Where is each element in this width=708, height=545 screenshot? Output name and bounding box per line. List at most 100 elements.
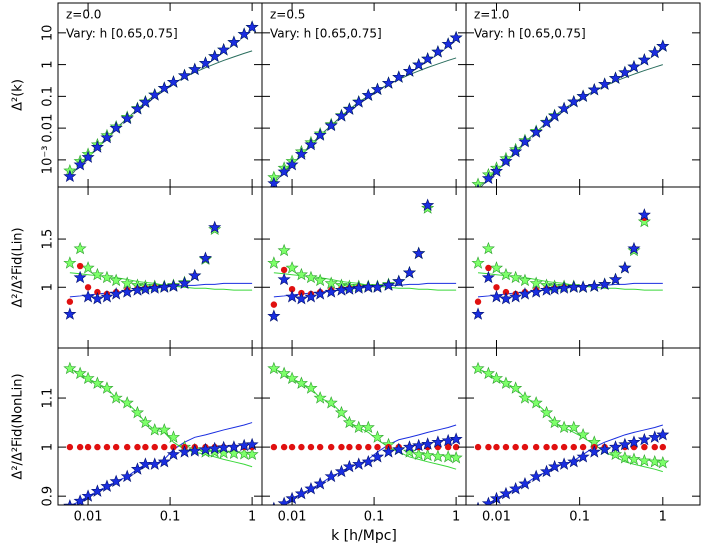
point (338, 443, 345, 451)
star-point (576, 89, 590, 102)
point (123, 443, 131, 451)
point (134, 443, 141, 451)
star-point (81, 290, 95, 303)
star-point (100, 290, 114, 303)
point (543, 443, 550, 451)
star-point (509, 270, 523, 284)
star-point (627, 452, 641, 465)
star-point (509, 290, 523, 303)
star-point (361, 280, 375, 293)
star-point (567, 420, 581, 434)
point (452, 443, 460, 451)
star-point (237, 447, 251, 460)
annotation: z=0.5 (270, 8, 305, 22)
point (142, 443, 149, 451)
y-axis-label: Δ²(k) (11, 79, 26, 111)
x-tick-label: 1 (659, 510, 667, 525)
star-point (656, 427, 670, 441)
point (474, 298, 482, 305)
star-point (481, 496, 495, 505)
star-point (618, 451, 632, 464)
star-point (499, 376, 513, 389)
star-point (540, 115, 554, 129)
point (327, 443, 335, 451)
star-point (294, 147, 308, 160)
point (94, 443, 101, 451)
star-point (157, 423, 171, 436)
point (84, 443, 92, 451)
star-point (304, 270, 318, 284)
star-point (109, 474, 123, 487)
series-line (480, 64, 663, 187)
point (651, 443, 658, 451)
star-point (217, 43, 231, 56)
star-point (421, 448, 435, 461)
star-point (441, 37, 455, 50)
point (170, 443, 177, 451)
point (521, 443, 529, 451)
star-point (63, 307, 77, 320)
star-point (370, 450, 385, 463)
star-point (441, 450, 455, 463)
star-point (245, 447, 259, 461)
point (474, 443, 482, 451)
star-point (294, 291, 308, 305)
star-point (576, 427, 590, 441)
point (641, 443, 648, 451)
star-point (63, 499, 77, 505)
y-tick-label: 1 (41, 283, 56, 291)
star-point (227, 440, 241, 453)
star-point (285, 261, 299, 274)
star-point (313, 477, 327, 490)
star-point (618, 437, 632, 451)
star-point (304, 381, 318, 394)
star-point (81, 150, 95, 163)
star-point (109, 273, 123, 287)
star-point (557, 420, 571, 434)
star-point (518, 477, 532, 490)
star-point (166, 75, 181, 88)
point (161, 443, 168, 451)
star-point (361, 454, 375, 468)
star-point (598, 442, 612, 456)
point (103, 443, 111, 451)
star-point (342, 415, 356, 429)
y-tick-label: 0.01 (41, 114, 56, 143)
point (151, 443, 158, 451)
point (493, 443, 500, 451)
plot-area (471, 39, 670, 187)
point (551, 443, 558, 451)
star-point (73, 366, 87, 380)
star-point (548, 415, 562, 429)
star-point (208, 220, 222, 234)
star-point (178, 445, 192, 458)
x-tick-label: 0.01 (278, 510, 307, 525)
star-point (324, 469, 338, 483)
point (560, 443, 568, 451)
star-point (548, 282, 562, 295)
point (112, 443, 120, 451)
star-point (277, 243, 291, 257)
plot-area (267, 198, 457, 322)
star-point (382, 445, 396, 458)
star-point (304, 290, 318, 303)
star-point (656, 455, 670, 469)
point (502, 443, 510, 451)
star-point (81, 371, 95, 384)
star-point (100, 479, 114, 492)
star-point (431, 449, 445, 462)
star-point (618, 261, 632, 274)
star-point (481, 270, 495, 284)
panel-frame (465, 186, 701, 349)
point (355, 443, 362, 451)
star-point (509, 381, 523, 394)
star-point (334, 464, 348, 478)
star-point (188, 268, 202, 282)
star-point (587, 83, 601, 96)
star-point (412, 58, 426, 71)
star-point (540, 464, 554, 478)
star-point (157, 81, 171, 94)
point (66, 443, 74, 451)
star-point (370, 82, 385, 96)
